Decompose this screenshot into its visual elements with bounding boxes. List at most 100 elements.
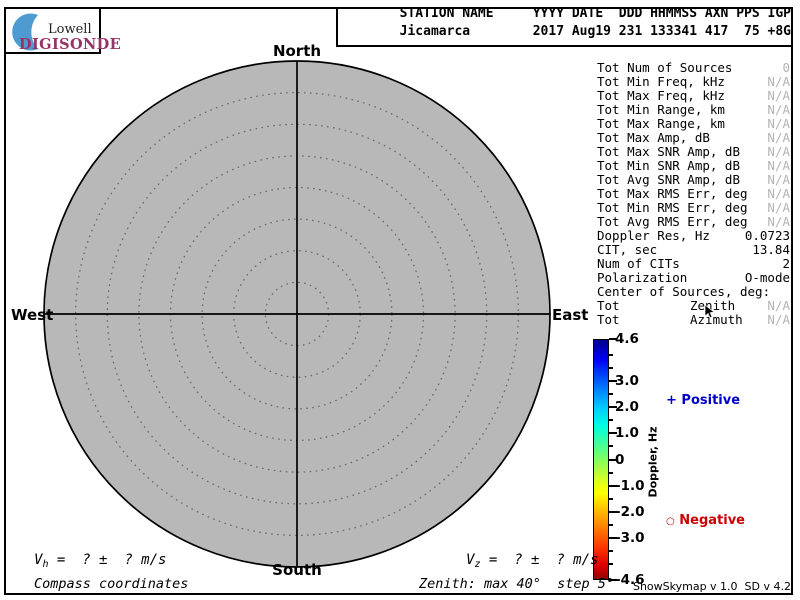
- legend-negative-label: Negative: [674, 513, 745, 528]
- stat-value: O-mode: [744, 270, 790, 285]
- stat-value: 0: [782, 60, 790, 75]
- stat-label: Tot: [597, 312, 620, 327]
- colorbar-major-tick: [609, 579, 617, 581]
- logo-lowell-text: Lowell: [48, 22, 92, 37]
- stat-row: Tot Min SNR Amp, dB N/A: [597, 159, 790, 173]
- colorbar-minor-tick: [609, 523, 613, 526]
- stat-label: Tot Max RMS Err, deg: [597, 186, 748, 201]
- stat-value: N/A: [767, 312, 790, 327]
- stat-row: CIT, sec 13.84: [597, 243, 790, 257]
- window-frame: [4, 7, 793, 595]
- colorbar-tick-label: -2.0: [615, 503, 645, 520]
- stat-value: N/A: [767, 130, 790, 145]
- app-version-label: ShowSkymap v 1.0 SD v 4.2: [632, 580, 791, 593]
- stat-label: Num of CITs: [597, 256, 680, 271]
- stat-row: Tot Avg RMS Err, deg N/A: [597, 215, 790, 229]
- stat-value: N/A: [767, 144, 790, 159]
- stat-label: Tot Num of Sources: [597, 60, 733, 75]
- stat-label: Tot: [597, 298, 620, 313]
- zenith-range-label: Zenith: max 40° step 5°: [419, 576, 615, 592]
- colorbar-major-tick: [609, 432, 617, 435]
- colorbar-major-tick: [609, 406, 617, 409]
- colorbar-tick-label: 2.0: [615, 399, 639, 416]
- plus-marker-icon: +: [666, 393, 677, 408]
- stat-label: Tot Avg RMS Err, deg: [597, 214, 748, 229]
- stat-label: Tot Min Range, km: [597, 102, 725, 117]
- colorbar-minor-tick: [609, 393, 613, 395]
- vz-readout: Vz = ? ± ? m/s: [466, 552, 598, 570]
- stat-label: Tot Min Freq, kHz: [597, 74, 725, 89]
- stat-row: Tot Min Range, km N/A: [597, 103, 790, 117]
- vz-value: = ? ± ? m/s: [480, 552, 599, 568]
- compass-label-west: West: [11, 306, 54, 324]
- colorbar-title: Doppler, Hz: [646, 426, 660, 498]
- vh-symbol: V: [34, 552, 43, 568]
- doppler-colorbar: [593, 339, 609, 580]
- colorbar-major-tick: [609, 338, 617, 340]
- stat-row: Tot Max Range, km N/A: [597, 117, 790, 131]
- stat-value: N/A: [767, 88, 790, 103]
- vz-subscript: z: [474, 559, 481, 570]
- stat-row: Tot Avg SNR Amp, dB N/A: [597, 173, 790, 187]
- colorbar-tick-label: -1.0: [615, 477, 645, 494]
- stat-value: N/A: [767, 74, 790, 89]
- coordinates-mode-label: Compass coordinates: [34, 576, 189, 592]
- stat-label: CIT, sec: [597, 242, 658, 257]
- colorbar-major-tick: [609, 458, 617, 461]
- stat-label: Tot Avg SNR Amp, dB: [597, 172, 740, 187]
- stat-value: N/A: [767, 158, 790, 173]
- colorbar-minor-tick: [609, 563, 613, 566]
- stat-row: Doppler Res, Hz 0.0723: [597, 229, 790, 243]
- vz-symbol: V: [466, 552, 475, 568]
- stat-row: Tot Min Freq, kHz N/A: [597, 75, 790, 89]
- colorbar-major-tick: [609, 510, 617, 513]
- logo-digisonde-text: DIGISONDE: [19, 36, 122, 53]
- legend-negative: ○ Negative: [666, 513, 745, 528]
- colorbar-tick-label: -4.6: [615, 572, 645, 588]
- digisonde-arc-icon: [12, 13, 39, 51]
- stat-label: Doppler Res, Hz: [597, 228, 710, 243]
- stat-row: Tot Max SNR Amp, dB N/A: [597, 145, 790, 159]
- circle-marker-icon: ○: [666, 516, 675, 527]
- stat-value: N/A: [767, 200, 790, 215]
- stat-label: Tot Max Freq, kHz: [597, 88, 725, 103]
- stat-value: N/A: [767, 186, 790, 201]
- compass-label-north: North: [272, 42, 322, 60]
- colorbar-major-tick: [609, 379, 617, 382]
- stat-label: Polarization: [597, 270, 688, 285]
- legend-positive-label: Positive: [676, 393, 741, 408]
- colorbar-minor-tick: [609, 471, 613, 474]
- compass-label-east: East: [552, 306, 589, 324]
- colorbar-tick-label: -3.0: [615, 530, 645, 547]
- vh-subscript: h: [42, 559, 49, 570]
- stat-row: Tot Azimuth N/A: [597, 313, 790, 327]
- station-header-columns: STATION NAME YYYY DATE DDD HHMMSS AXN PP…: [399, 6, 791, 21]
- stat-label: Tot Max Amp, dB: [597, 130, 710, 145]
- colorbar-minor-tick: [609, 550, 613, 553]
- legend-positive: + Positive: [666, 393, 740, 408]
- compass-label-south: South: [272, 561, 322, 579]
- lowell-logo-box: Lowell DIGISONDE: [4, 7, 121, 54]
- colorbar-tick-label: 4.6: [615, 331, 639, 347]
- colorbar-major-tick: [609, 537, 617, 540]
- colorbar-minor-tick: [609, 366, 613, 369]
- colorbar-minor-tick: [609, 445, 613, 448]
- colorbar-minor-tick: [609, 419, 613, 422]
- stat-row: Tot Max Amp, dB N/A: [597, 131, 790, 145]
- station-header: STATION NAME YYYY DATE DDD HHMMSS AXN PP…: [400, 5, 791, 41]
- vh-value: = ? ± ? m/s: [48, 552, 167, 568]
- colorbar-tick-label: 0: [615, 451, 625, 468]
- stat-row: Tot Zenith N/A: [597, 299, 790, 313]
- station-header-values: Jicamarca 2017 Aug19 231 133341 417 75 +…: [399, 24, 791, 39]
- stat-label: Tot Min RMS Err, deg: [597, 200, 748, 215]
- stat-value: N/A: [767, 172, 790, 187]
- stats-panel: Tot Num of Sources 0 Tot Min Freq, kHz N/A T…: [597, 61, 790, 327]
- stat-value: N/A: [767, 214, 790, 229]
- stat-value: N/A: [767, 298, 790, 313]
- header-separator-vertical: [336, 7, 338, 47]
- stat-label: Tot Max SNR Amp, dB: [597, 144, 740, 159]
- vh-readout: Vh = ? ± ? m/s: [34, 552, 166, 570]
- stat-value: N/A: [767, 116, 790, 131]
- stat-label: Tot Min SNR Amp, dB: [597, 158, 740, 173]
